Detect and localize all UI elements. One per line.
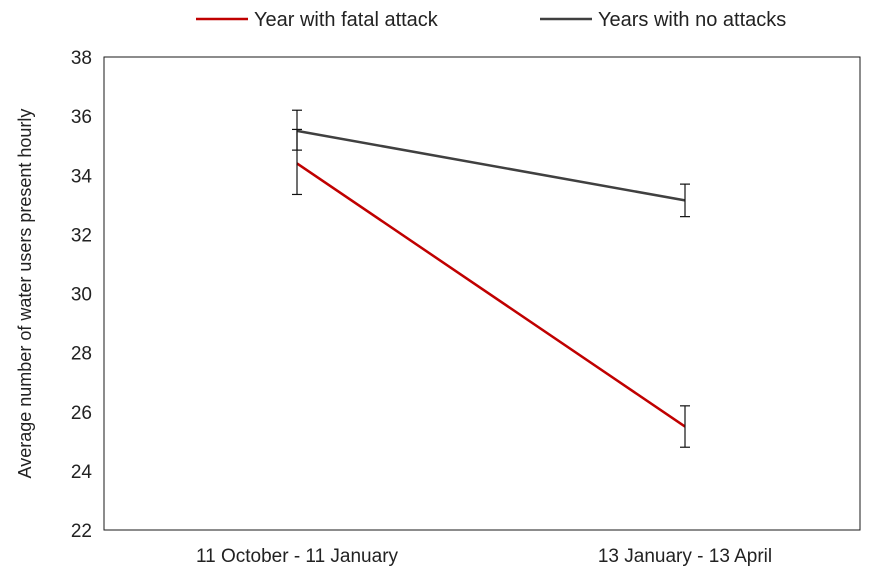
y-tick-label: 22: [71, 521, 92, 542]
y-tick-label: 30: [71, 285, 92, 306]
y-tick-label: 28: [71, 344, 92, 365]
y-axis-ticks: 22 24 26 28 30 32 34 36 38: [71, 48, 93, 542]
y-tick-label: 26: [71, 403, 92, 424]
series-2: [292, 109, 690, 218]
series-line: [296, 129, 686, 202]
legend: Year with fatal attack Years with no atta…: [196, 9, 786, 31]
error-bar: [680, 405, 690, 448]
legend-item: Years with no attacks: [540, 9, 786, 31]
y-tick-label: 24: [71, 462, 93, 483]
x-axis-ticks: 11 October - 11 January 13 January - 13 A…: [196, 546, 772, 567]
y-tick-label: 32: [71, 225, 92, 246]
y-tick-label: 34: [71, 166, 93, 187]
y-axis-label: Average number of water users present ho…: [15, 109, 35, 479]
legend-label: Years with no attacks: [598, 9, 786, 31]
x-tick-label: 11 October - 11 January: [196, 546, 399, 567]
error-bar: [680, 183, 690, 218]
series-1: [292, 128, 690, 448]
error-bar: [292, 109, 302, 151]
series-layer: [292, 109, 690, 448]
x-tick-label: 13 January - 13 April: [598, 546, 772, 567]
series-line: [296, 162, 686, 428]
plot-area-frame: [103, 56, 861, 531]
legend-label: Year with fatal attack: [254, 9, 439, 31]
legend-item: Year with fatal attack: [196, 9, 439, 31]
y-tick-label: 38: [71, 48, 92, 69]
y-tick-label: 36: [71, 107, 92, 128]
